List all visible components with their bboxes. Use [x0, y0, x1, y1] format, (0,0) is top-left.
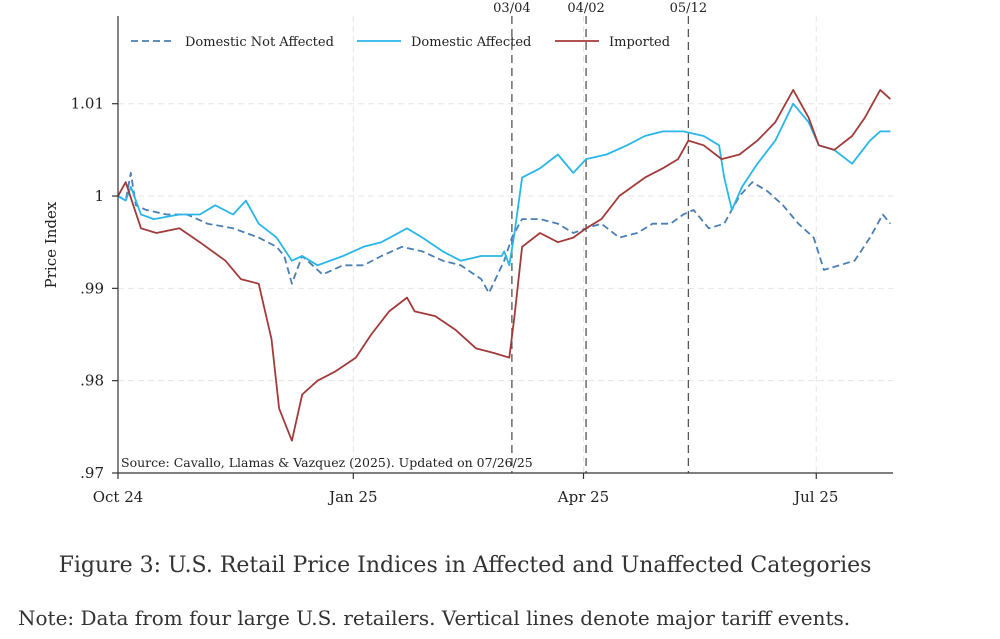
- x-tick-label: Jan 25: [327, 488, 377, 506]
- y-tick-label: 1: [94, 187, 104, 205]
- event-label: 03/04: [493, 1, 530, 16]
- y-tick-label: .98: [80, 372, 104, 390]
- y-axis-label: Price Index: [42, 201, 60, 288]
- y-tick-label: .97: [80, 464, 104, 482]
- event-label: 04/02: [567, 1, 604, 16]
- series-line: [117, 89, 892, 442]
- axis-ticks: .97 .98 .99 1 1.01 Oct 24 Jan 25 Apr 25 Jul 25: [71, 95, 839, 506]
- x-tick-label: Jul 25: [792, 488, 838, 506]
- legend: Domestic Not Affected Domestic Affected Im…: [131, 35, 670, 50]
- plot-area: [118, 16, 893, 473]
- figure-caption: Figure 3: U.S. Retail Price Indices in A…: [58, 553, 872, 578]
- y-tick-label: .99: [80, 279, 104, 297]
- y-tick-label: 1.01: [71, 95, 104, 113]
- source-note: Source: Cavallo, Llamas & Vazquez (2025)…: [121, 455, 533, 470]
- x-tick-label: Apr 25: [557, 488, 609, 506]
- series-line: [117, 102, 891, 267]
- series-line: [117, 171, 892, 294]
- legend-label: Domestic Affected: [411, 35, 531, 50]
- legend-label: Imported: [609, 35, 670, 50]
- figure-note: Note: Data from four large U.S. retailer…: [18, 606, 851, 630]
- price-index-chart: 03/04 04/02 05/12 .97 .98 .99 1 1.01 Oct 24 Jan …: [42, 1, 893, 506]
- legend-label: Domestic Not Affected: [185, 35, 334, 50]
- x-tick-label: Oct 24: [93, 488, 144, 506]
- event-label: 05/12: [670, 1, 707, 16]
- series-lines: [117, 89, 892, 442]
